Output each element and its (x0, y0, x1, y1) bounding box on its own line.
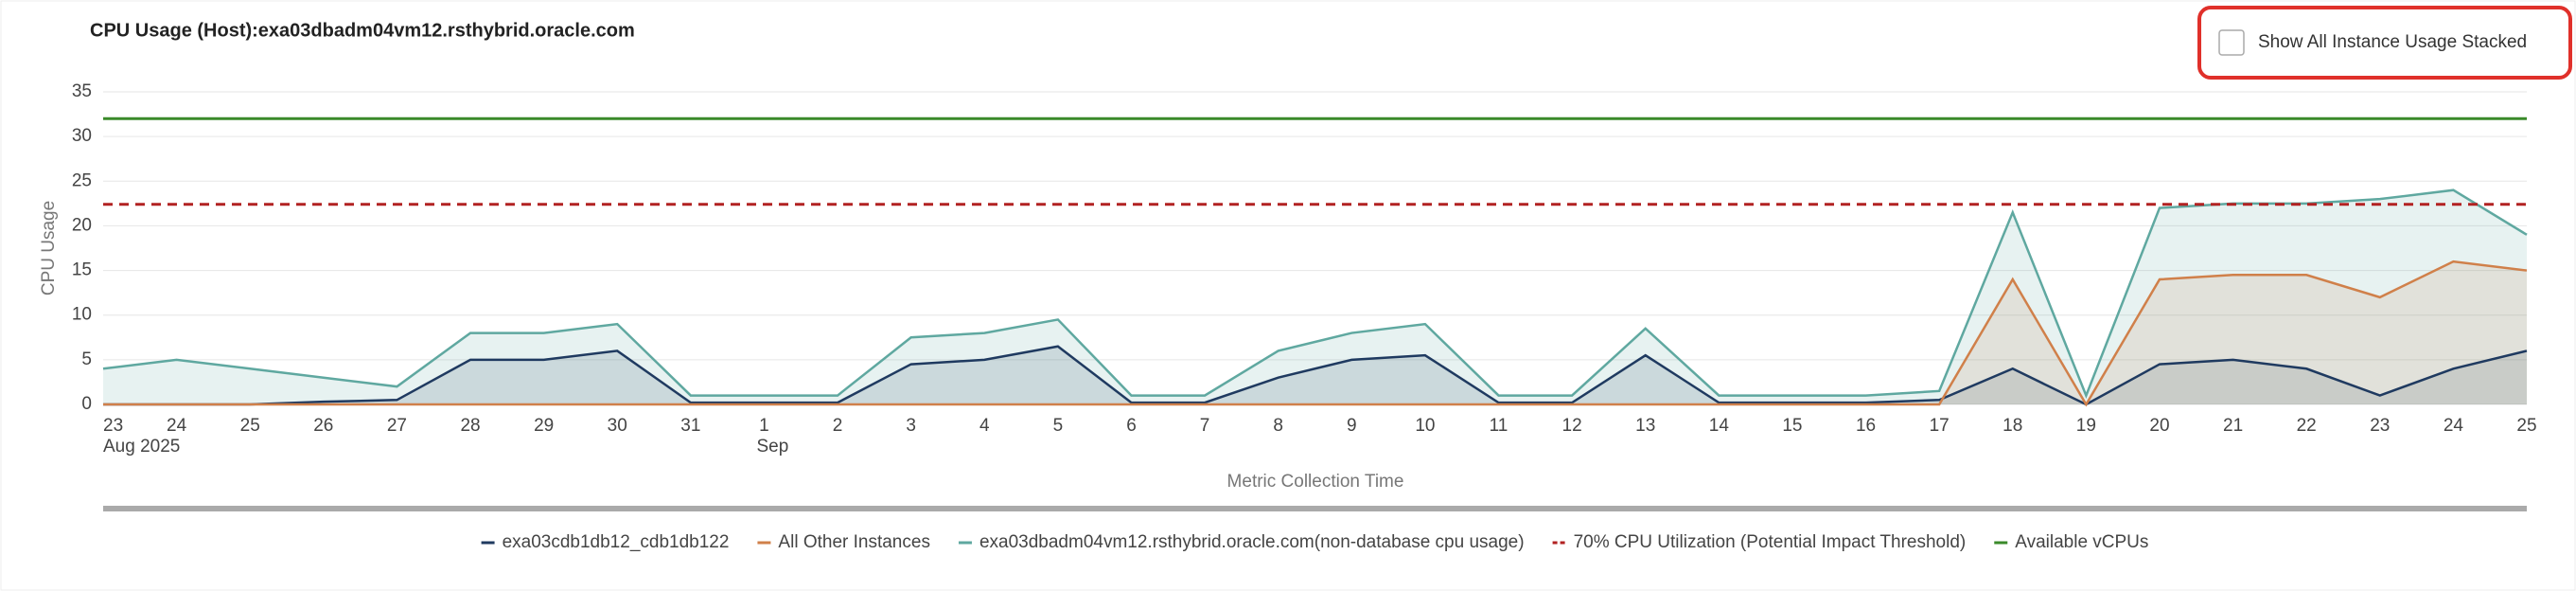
legend-label: exa03dbadm04vm12.rsthybrid.oracle.com(no… (979, 532, 1525, 552)
checkbox-label[interactable]: Show All Instance Usage Stacked (2258, 32, 2527, 52)
x-tick-label: 6 (1126, 416, 1137, 436)
series-line (103, 345, 2528, 406)
x-tick-label: 23 (2370, 416, 2390, 436)
x-tick-label: 30 (608, 416, 627, 436)
legend-label: Available vCPUs (2015, 532, 2148, 552)
x-tick-label: 18 (2003, 416, 2022, 436)
x-tick-label: 9 (1347, 416, 1357, 436)
x-tick-label: 14 (1709, 416, 1730, 436)
x-tick-label: 25 (240, 416, 260, 436)
legend-label: All Other Instances (778, 532, 930, 552)
x-tick-label: 5 (1053, 416, 1064, 436)
legend-label: exa03cdb1db12_cdb1db122 (503, 532, 730, 552)
x-tick-label: 7 (1200, 416, 1210, 436)
y-tick-label: 10 (72, 305, 92, 325)
x-tick-label: 4 (979, 416, 990, 436)
x-tick-label: 25 (2516, 416, 2536, 436)
x-tick-label: 24 (2444, 416, 2464, 436)
x-tick-label: 11 (1490, 416, 1509, 436)
y-tick-label: 25 (72, 170, 92, 190)
y-tick-label: 5 (81, 349, 92, 369)
x-tick-label: 15 (1782, 416, 1802, 436)
y-tick-label: 20 (72, 215, 92, 235)
x-tick-label: 19 (2076, 416, 2096, 436)
x-tick-label: 8 (1273, 416, 1283, 436)
x-tick-label: 17 (1930, 416, 1950, 436)
y-axis-label: CPU Usage (39, 201, 59, 296)
x-tick-label: 10 (1415, 416, 1435, 436)
x-tick-sublabel: Sep (756, 437, 788, 457)
x-tick-label: 21 (2223, 416, 2243, 436)
y-tick-label: 30 (72, 126, 92, 146)
chart-title: CPU Usage (Host):exa03dbadm04vm12.rsthyb… (90, 20, 635, 41)
x-tick-label: 22 (2297, 416, 2317, 436)
x-tick-label: 1 (759, 416, 769, 436)
x-tick-label: 16 (1856, 416, 1876, 436)
area (103, 189, 2527, 404)
y-tick-label: 15 (72, 260, 92, 280)
x-tick-label: 3 (906, 416, 916, 436)
navigator-bar (103, 506, 2527, 511)
x-tick-label: 13 (1635, 416, 1655, 436)
legend-label: 70% CPU Utilization (Potential Impact Th… (1574, 532, 1967, 552)
x-tick-label: 31 (680, 416, 700, 436)
x-tick-label: 26 (313, 416, 333, 436)
x-tick-label: 28 (460, 416, 480, 436)
x-tick-label: 27 (387, 416, 407, 436)
x-tick-label: 20 (2149, 416, 2169, 436)
x-tick-label: 2 (833, 416, 843, 436)
x-tick-label: 12 (1562, 416, 1582, 436)
x-tick-label: 23 (103, 416, 123, 436)
x-tick-label: 29 (534, 416, 554, 436)
x-tick-label: 24 (167, 416, 187, 436)
area (103, 346, 2527, 404)
x-tick-sublabel: Aug 2025 (103, 437, 180, 457)
checkbox[interactable] (2218, 29, 2245, 56)
series-line (103, 260, 2528, 407)
series-line (102, 188, 2528, 399)
y-tick-label: 35 (72, 81, 92, 101)
x-axis-label: Metric Collection Time (1227, 472, 1404, 492)
highlight-box (2197, 6, 2572, 80)
y-tick-label: 0 (81, 394, 92, 414)
